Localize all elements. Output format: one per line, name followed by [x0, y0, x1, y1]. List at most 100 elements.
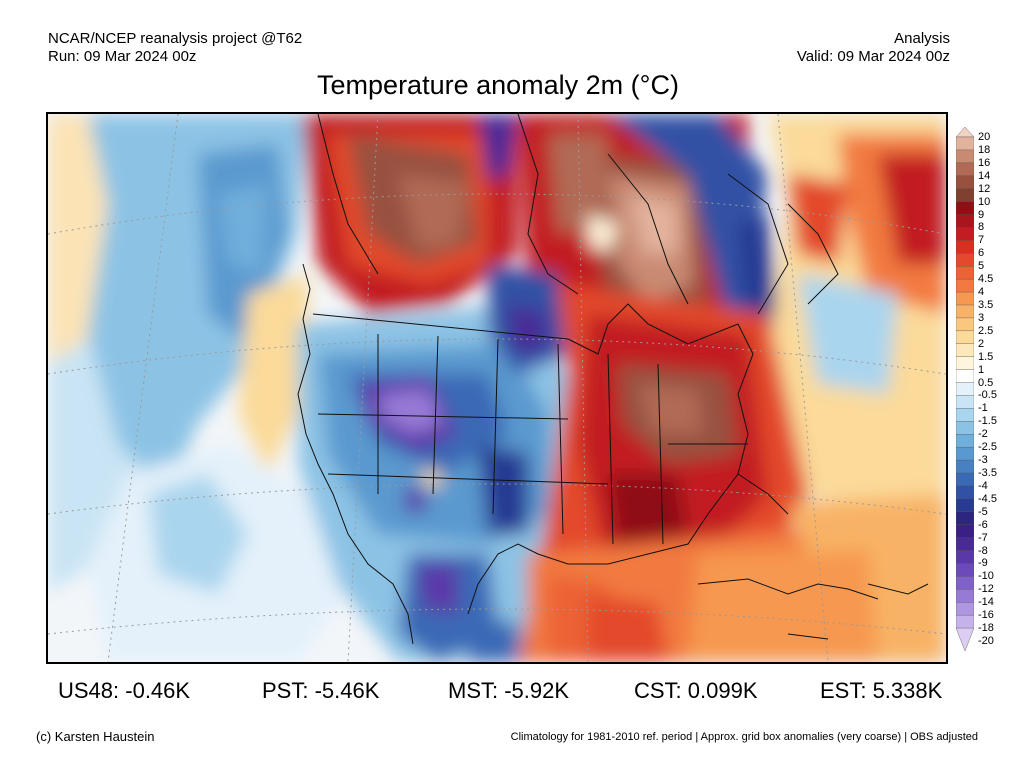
colorbar-swatch — [956, 563, 974, 578]
colorbar-swatch — [956, 356, 974, 371]
colorbar-label: 3 — [978, 311, 985, 324]
colorbar-swatch — [956, 485, 974, 500]
colorbar-label: 20 — [978, 131, 991, 143]
colorbar-swatch — [956, 511, 974, 526]
colorbar-swatch — [956, 175, 974, 190]
colorbar-label: -8 — [978, 544, 988, 557]
colorbar-swatch — [956, 201, 974, 216]
colorbar-swatch — [956, 253, 974, 267]
header-right: Analysis Valid: 09 Mar 2024 00z — [797, 30, 950, 66]
stats-row: US48: -0.46K PST: -5.46K MST: -5.92K CST… — [0, 678, 1024, 706]
colorbar-label: 8 — [978, 221, 985, 234]
map-title: Temperature anomaly 2m (°C) — [317, 70, 679, 100]
colorbar — [956, 127, 974, 651]
anomaly-map-svg — [48, 114, 946, 662]
colorbar-swatch — [956, 498, 974, 513]
colorbar-swatch — [956, 330, 974, 345]
colorbar-label: 2.5 — [978, 324, 994, 337]
colorbar-label: -20 — [978, 635, 994, 647]
colorbar-label: -10 — [978, 570, 994, 583]
colorbar-swatch — [956, 227, 974, 242]
colorbar-label: 1.5 — [978, 350, 994, 363]
colorbar-swatch — [956, 317, 974, 332]
colorbar-swatch — [956, 589, 974, 603]
colorbar-label: -0.5 — [978, 389, 997, 402]
colorbar-label: 4 — [978, 286, 985, 299]
colorbar-swatch — [956, 434, 974, 448]
colorbar-label: -12 — [978, 583, 994, 596]
colorbar-label: -4 — [978, 479, 988, 492]
colorbar-swatch — [956, 162, 974, 177]
colorbar-swatch — [956, 240, 974, 255]
colorbar-swatch — [956, 576, 974, 591]
stat-pst: PST: -5.46K — [262, 678, 380, 703]
colorbar-label: -16 — [978, 609, 994, 622]
colorbar-label: -1 — [978, 402, 988, 415]
colorbar-label: 1 — [978, 363, 985, 376]
anomaly-map — [46, 112, 948, 664]
colorbar-swatch — [956, 524, 974, 539]
colorbar-swatch — [956, 408, 974, 423]
colorbar-swatch — [956, 278, 974, 293]
stat-est: EST: 5.338K — [820, 678, 943, 703]
colorbar-swatch — [956, 369, 974, 384]
colorbar-label: -2.5 — [978, 441, 997, 454]
credit-text: (c) Karsten Haustein — [36, 729, 155, 744]
colorbar-swatch — [956, 446, 974, 461]
colorbar-label: -9 — [978, 557, 988, 570]
colorbar-label: 4.5 — [978, 273, 994, 286]
colorbar-swatch — [956, 136, 974, 151]
colorbar-swatch — [956, 459, 974, 474]
boundaries — [297, 114, 929, 645]
colorbar-label: -7 — [978, 531, 988, 544]
colorbar-label: -2 — [978, 428, 988, 441]
run-label: Run: 09 Mar 2024 00z — [48, 48, 197, 65]
colorbar-swatch — [956, 127, 974, 138]
colorbar-labels: 20 18 16 14 12 10 9 8 7 6 5 4.5 4 3.5 3 2.5 2 1.5 1 0.5 -0.5… — [978, 127, 1024, 651]
colorbar-swatch — [956, 266, 974, 280]
colorbar-label: -14 — [978, 596, 994, 609]
header-left: NCAR/NCEP reanalysis project @T62 Run: 0… — [48, 30, 302, 66]
colorbar-label: 6 — [978, 247, 985, 260]
colorbar-swatch — [956, 343, 974, 358]
valid-label: Valid: 09 Mar 2024 00z — [796, 48, 950, 65]
colorbar-swatch — [956, 395, 974, 410]
colorbar-label: -1.5 — [978, 415, 997, 428]
colorbar-label: 9 — [978, 208, 985, 221]
colorbar-label: 0.5 — [978, 376, 994, 389]
colorbar-label: 2 — [978, 337, 985, 350]
colorbar-label: 5 — [978, 260, 985, 273]
colorbar-label: -4.5 — [978, 492, 997, 505]
colorbar-swatch — [956, 149, 974, 164]
colorbar-label: -3.5 — [978, 467, 997, 479]
project-label: NCAR/NCEP reanalysis project @T62 — [48, 30, 303, 47]
colorbar-swatch — [956, 550, 974, 565]
colorbar-label: 10 — [978, 195, 991, 208]
colorbar-swatch — [956, 291, 974, 306]
colorbar-swatch — [956, 627, 974, 651]
colorbar-label: -6 — [978, 518, 988, 531]
colorbar-swatch — [956, 537, 974, 552]
footnote-text: Climatology for 1981-2010 ref. period | … — [510, 731, 978, 743]
stat-us48: US48: -0.46K — [58, 678, 191, 703]
stat-cst: CST: 0.099K — [634, 678, 758, 703]
colorbar-label: 12 — [978, 182, 991, 195]
colorbar-label: 16 — [978, 156, 991, 169]
colorbar-swatch — [956, 602, 974, 616]
colorbar-label: -18 — [978, 622, 994, 635]
colorbar-swatch — [956, 614, 974, 629]
colorbar-swatch — [956, 421, 974, 435]
colorbar-swatch — [956, 214, 974, 229]
analysis-label: Analysis — [894, 30, 950, 47]
colorbar-label: 7 — [978, 234, 985, 247]
colorbar-label: -3 — [978, 454, 988, 467]
colorbar-swatch — [956, 382, 974, 397]
colorbar-swatch — [956, 304, 974, 319]
colorbar-swatch — [956, 472, 974, 487]
colorbar-swatch — [956, 188, 974, 203]
colorbar-label: 18 — [978, 143, 991, 156]
colorbar-label: -5 — [978, 505, 988, 518]
stat-mst: MST: -5.92K — [448, 678, 570, 703]
colorbar-label: 14 — [978, 169, 991, 182]
colorbar-label: 3.5 — [978, 299, 994, 311]
